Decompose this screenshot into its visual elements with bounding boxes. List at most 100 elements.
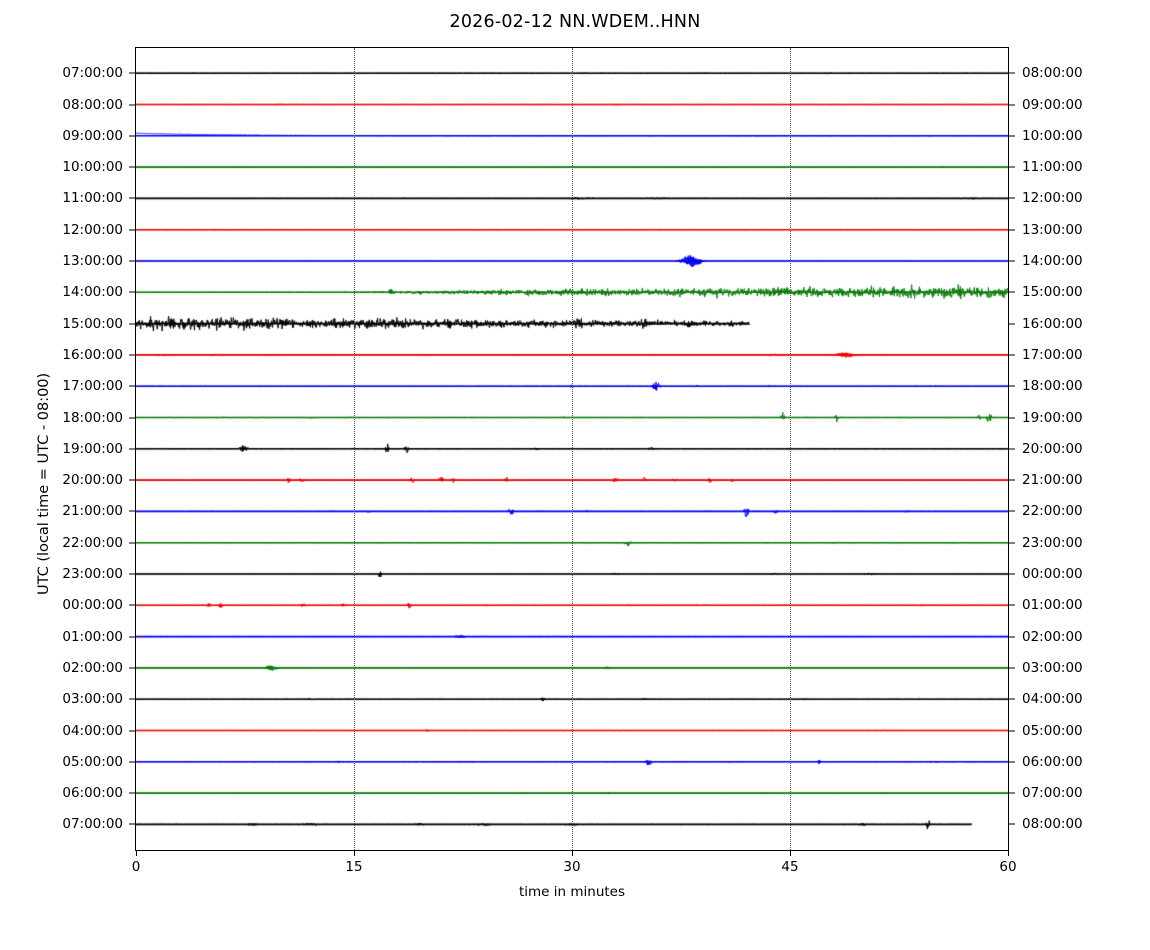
x-tick-label: 15 (345, 859, 363, 875)
left-tickmark (129, 323, 136, 325)
right-time-tick-label: 02:00:00 (1022, 628, 1083, 645)
right-time-tick-label: 17:00:00 (1022, 346, 1083, 363)
right-tickmark (1008, 573, 1015, 575)
right-tickmark (1008, 698, 1015, 700)
left-time-tick-label: 10:00:00 (62, 159, 123, 176)
left-tickmark (129, 197, 136, 199)
left-time-tick-label: 03:00:00 (62, 691, 123, 708)
right-tickmark (1008, 260, 1015, 262)
right-time-tick-label: 20:00:00 (1022, 440, 1083, 457)
x-tick-label: 30 (563, 859, 581, 875)
right-tickmark (1008, 417, 1015, 418)
right-tickmark (1008, 291, 1015, 293)
right-tickmark (1008, 166, 1015, 168)
right-tickmark (1008, 104, 1015, 105)
left-time-tick-label: 16:00:00 (62, 346, 123, 363)
left-time-tick-label: 05:00:00 (62, 753, 123, 770)
right-tickmark (1008, 636, 1015, 638)
y-axis-label: UTC (local time = UTC - 08:00) (36, 372, 52, 595)
right-time-tick-label: 07:00:00 (1022, 785, 1083, 802)
right-time-tick-label: 05:00:00 (1022, 722, 1083, 739)
left-tickmark (129, 448, 136, 450)
left-tickmark (129, 260, 136, 262)
right-time-tick-label: 00:00:00 (1022, 566, 1083, 582)
left-time-tick-label: 01:00:00 (62, 628, 123, 645)
page-title: 2026-02-12 NN.WDEM..HNN (449, 12, 701, 32)
right-time-tick-label: 09:00:00 (1022, 96, 1083, 113)
left-time-tick-label: 21:00:00 (62, 503, 123, 520)
right-tickmark (1008, 542, 1015, 544)
left-tickmark (129, 573, 136, 575)
right-time-tick-label: 14:00:00 (1022, 253, 1083, 269)
left-tickmark (129, 229, 136, 231)
left-tickmark (129, 354, 136, 356)
x-tickmark (790, 850, 791, 856)
left-tickmark (129, 823, 136, 825)
right-tickmark (1008, 479, 1015, 481)
left-tickmark (129, 510, 136, 512)
right-time-tick-label: 19:00:00 (1022, 409, 1083, 426)
left-tickmark (129, 291, 136, 293)
left-time-tick-label: 22:00:00 (62, 534, 123, 551)
right-time-tick-label: 22:00:00 (1022, 503, 1083, 520)
left-time-tick-label: 13:00:00 (62, 253, 123, 269)
x-tickmark (1008, 850, 1009, 856)
right-time-tick-label: 04:00:00 (1022, 691, 1083, 708)
right-time-tick-label: 12:00:00 (1022, 190, 1083, 207)
right-tickmark (1008, 323, 1015, 325)
left-tickmark (129, 385, 136, 387)
right-tickmark (1008, 448, 1015, 450)
right-tickmark (1008, 72, 1015, 74)
x-tick-label: 45 (781, 859, 799, 875)
x-tickmark (136, 850, 137, 856)
gridline-30min (572, 48, 573, 850)
left-tickmark (129, 72, 136, 74)
right-tickmark (1008, 792, 1015, 794)
left-tickmark (129, 761, 136, 763)
plot-area (135, 47, 1009, 851)
right-time-tick-label: 16:00:00 (1022, 315, 1083, 332)
right-time-tick-label: 10:00:00 (1022, 127, 1083, 144)
left-time-tick-label: 07:00:00 (62, 816, 123, 833)
right-tickmark (1008, 730, 1015, 731)
right-time-tick-label: 13:00:00 (1022, 221, 1083, 238)
left-time-tick-label: 07:00:00 (62, 65, 123, 82)
left-tickmark (129, 667, 136, 669)
x-tick-label: 0 (131, 859, 141, 875)
right-tickmark (1008, 510, 1015, 512)
left-time-tick-label: 09:00:00 (62, 127, 123, 144)
gridline-45min (790, 48, 791, 850)
right-time-tick-label: 21:00:00 (1022, 472, 1083, 489)
right-tickmark (1008, 385, 1015, 387)
left-time-tick-label: 00:00:00 (62, 597, 123, 614)
left-tickmark (129, 479, 136, 481)
right-time-tick-label: 11:00:00 (1022, 159, 1083, 176)
right-time-tick-label: 06:00:00 (1022, 753, 1083, 770)
left-tickmark (129, 166, 136, 168)
right-time-tick-label: 23:00:00 (1022, 534, 1083, 551)
right-time-tick-label: 18:00:00 (1022, 378, 1083, 395)
right-time-tick-label: 01:00:00 (1022, 597, 1083, 614)
left-tickmark (129, 698, 136, 700)
left-tickmark (129, 104, 136, 105)
left-time-tick-label: 14:00:00 (62, 284, 123, 301)
x-axis-label: time in minutes (518, 884, 626, 900)
left-time-tick-label: 23:00:00 (62, 566, 123, 582)
right-time-tick-label: 08:00:00 (1022, 65, 1083, 82)
right-tickmark (1008, 761, 1015, 763)
left-time-tick-label: 12:00:00 (62, 221, 123, 238)
left-time-tick-label: 08:00:00 (62, 96, 123, 113)
left-tickmark (129, 604, 136, 606)
left-time-tick-label: 15:00:00 (62, 315, 123, 332)
right-tickmark (1008, 604, 1015, 606)
left-time-tick-label: 04:00:00 (62, 722, 123, 739)
right-tickmark (1008, 667, 1015, 669)
x-tickmark (354, 850, 355, 856)
left-tickmark (129, 636, 136, 638)
right-time-tick-label: 08:00:00 (1022, 816, 1083, 833)
right-tickmark (1008, 135, 1015, 137)
left-time-tick-label: 06:00:00 (62, 785, 123, 802)
left-tickmark (129, 792, 136, 794)
x-tick-label: 60 (999, 859, 1017, 875)
